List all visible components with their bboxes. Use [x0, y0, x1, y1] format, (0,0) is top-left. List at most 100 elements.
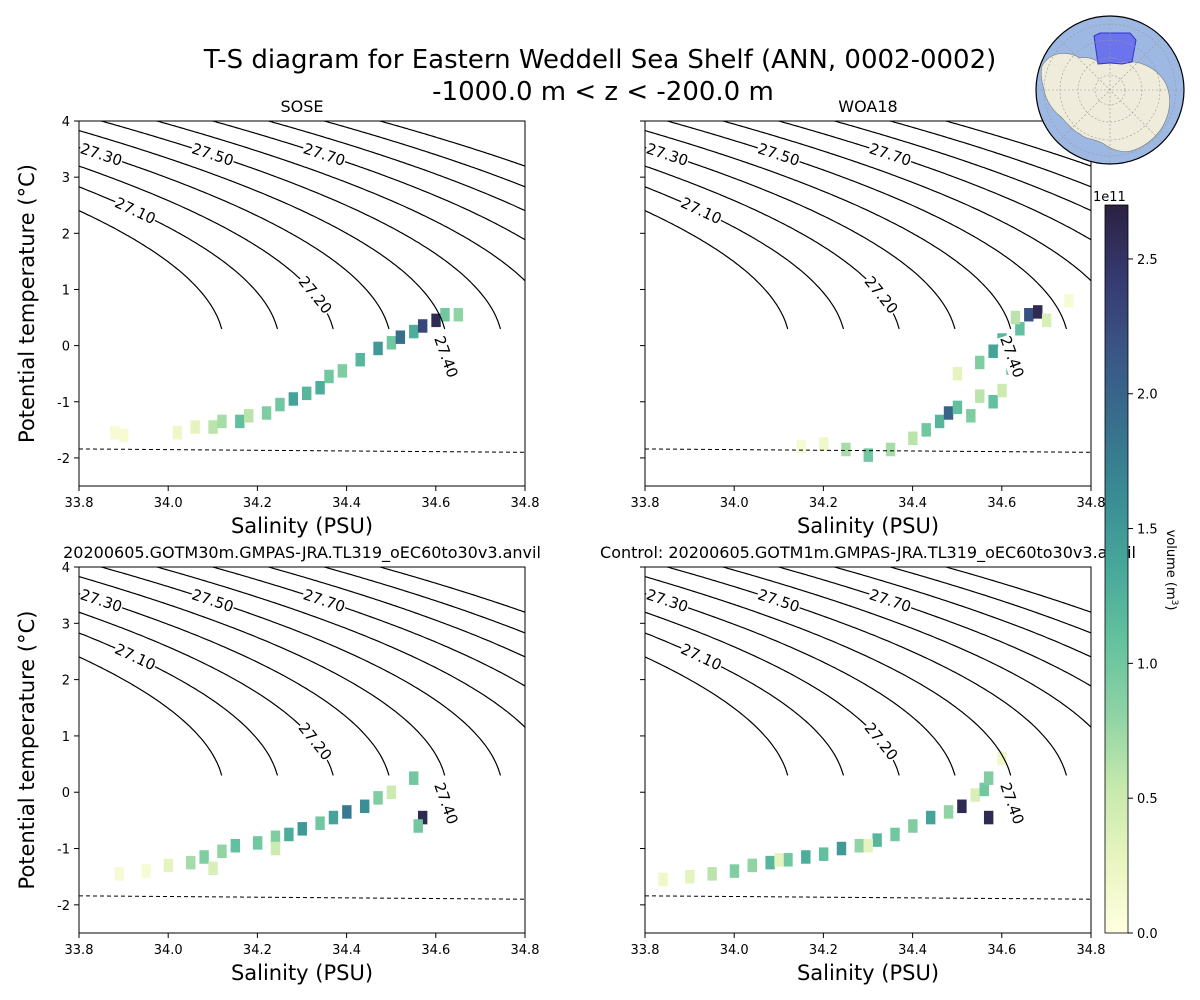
heatmap-bins — [796, 293, 1074, 462]
isopycnal-contour — [645, 632, 845, 776]
y-tick-label: 2 — [62, 227, 70, 242]
isopycnal-contour — [79, 146, 390, 330]
heatmap-bin — [315, 380, 325, 395]
heatmap-bin — [685, 869, 695, 884]
isopycnal-contour — [322, 121, 525, 188]
isopycnal-contour — [79, 611, 334, 776]
heatmap-bin — [966, 409, 976, 423]
contour-label: 27.30 — [644, 586, 690, 617]
heatmap-bin — [729, 864, 740, 878]
heatmap-bin — [921, 423, 931, 437]
axes-frame — [78, 120, 526, 487]
isopycnal-contour — [377, 121, 525, 167]
y-tick-label: 3 — [62, 171, 70, 186]
heatmap-bin — [217, 414, 227, 429]
y-tick-label: 1 — [62, 283, 70, 298]
isopycnal-contour — [943, 121, 1091, 167]
heatmap-bin — [163, 858, 174, 873]
isopycnal-contour — [645, 576, 1012, 776]
heatmap-bin — [359, 799, 370, 814]
isopycnal-contour — [832, 567, 1091, 658]
heatmap-bin — [783, 853, 793, 867]
heatmap-bin — [934, 414, 945, 429]
figure-title-line1: T-S diagram for Eastern Weddell Sea Shel… — [203, 45, 997, 75]
colorbar-tick-label: 2.0 — [1137, 388, 1158, 403]
panel-4: 27.10 27.20 27.30 27.40 27.50 27.70 33.8 34.0 34… — [600, 543, 1136, 985]
isopycnal-contour — [645, 593, 956, 776]
heatmap-bin — [119, 428, 129, 443]
heatmap-bin — [988, 344, 998, 358]
isopycnal-contour — [645, 611, 900, 776]
contour-label-background — [188, 139, 237, 171]
heatmap-bin — [199, 850, 209, 864]
y-tick-label: 0 — [62, 340, 70, 355]
isopycnal-contour — [79, 210, 223, 330]
heatmap-bin — [324, 369, 334, 384]
freezing-line — [645, 895, 1091, 900]
heatmap-bin — [801, 850, 811, 864]
x-tick-label: 34.8 — [511, 496, 540, 511]
heatmap-bin — [288, 392, 299, 406]
heatmap-bin — [284, 827, 294, 842]
heatmap-bin — [774, 853, 784, 867]
x-tick-label: 34.8 — [1077, 943, 1106, 958]
x-tick-label: 34.4 — [332, 496, 361, 511]
contour-label-background — [754, 139, 803, 171]
heatmap-bin — [409, 771, 419, 785]
heatmap-bin — [872, 833, 882, 847]
heatmap-bin — [841, 442, 851, 457]
x-tick-label: 34.0 — [720, 496, 749, 511]
heatmap-bin — [707, 867, 717, 881]
heatmap-bin — [863, 838, 873, 853]
heatmap-bin — [172, 425, 183, 440]
heatmap-bin — [943, 805, 954, 819]
x-tick-label: 34.2 — [243, 496, 272, 511]
x-axis-label: Salinity (PSU) — [231, 514, 373, 538]
contour-label-background — [300, 585, 348, 617]
colorbar-tick-label: 1.5 — [1137, 523, 1158, 538]
heatmap-bin — [453, 307, 464, 322]
contour-label-background — [294, 718, 336, 765]
heatmap-bin — [110, 425, 120, 440]
contour-label-background — [996, 779, 1028, 828]
isopycnal-contour — [645, 146, 956, 330]
x-tick-label: 34.2 — [809, 943, 838, 958]
isopycnal-contour — [645, 130, 1012, 330]
axes-frame — [644, 120, 1092, 487]
contour-label: 27.20 — [295, 273, 336, 318]
colorbar: 1e11 0.0 0.5 1.0 1.5 2.0 2.5 volume (m3) — [1093, 190, 1179, 942]
colorbar-tick-label: 1.0 — [1137, 657, 1158, 672]
heatmap-bin — [925, 810, 936, 825]
contour-label-background — [645, 585, 691, 617]
heatmap-bin — [208, 420, 218, 434]
contour-label: 27.10 — [678, 194, 725, 228]
heatmap-bins — [658, 751, 1007, 887]
heatmap-bin — [818, 437, 829, 451]
isopycnal-contour — [154, 567, 525, 728]
contour-label: 27.70 — [867, 586, 913, 617]
x-tick-label: 33.8 — [631, 496, 660, 511]
isopycnal-contour — [665, 567, 1068, 776]
heatmap-bin — [395, 330, 406, 344]
heatmap-bin — [863, 448, 873, 462]
isopycnal-contour — [888, 567, 1091, 634]
heatmap-bin — [186, 855, 196, 870]
inset-map-graticule — [1036, 16, 1184, 164]
axes-frame — [644, 566, 1092, 934]
heatmap-bin — [1041, 313, 1052, 328]
y-tick-label: -1 — [57, 843, 70, 858]
contour-label-background — [866, 585, 914, 617]
heatmap-bin — [979, 782, 989, 797]
contour-label: 27.70 — [301, 586, 347, 617]
x-axis-label: Salinity (PSU) — [797, 514, 939, 538]
heatmap-bin — [818, 847, 829, 861]
contour-label: 27.70 — [301, 139, 347, 170]
x-tick-label: 34.4 — [898, 943, 927, 958]
isopycnal-contour — [645, 186, 845, 330]
contour-label-background — [430, 779, 462, 828]
heatmap-bin — [297, 822, 307, 836]
heatmap-bin — [386, 785, 397, 799]
contour-label: 27.40 — [430, 334, 461, 381]
heatmap-bin — [1015, 322, 1025, 336]
